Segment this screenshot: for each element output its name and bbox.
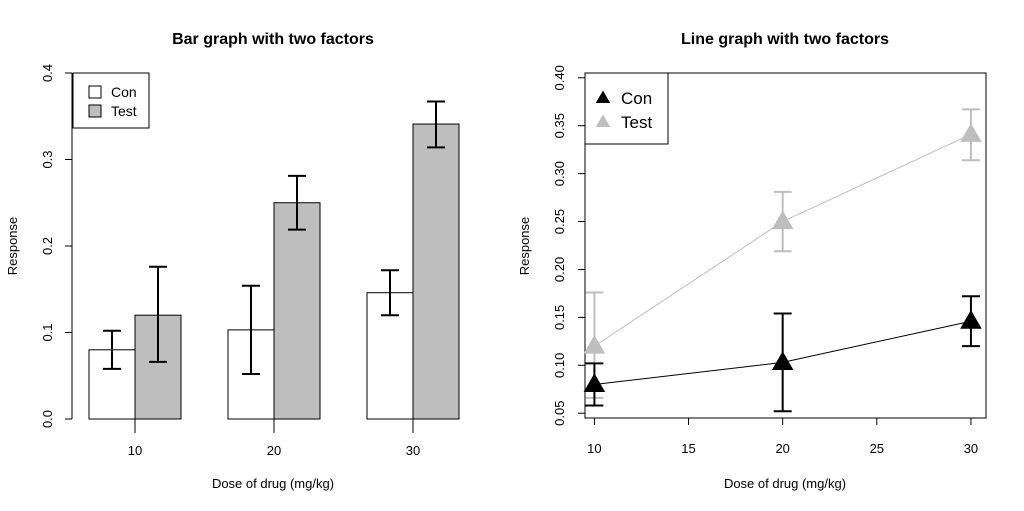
bar-test-20 <box>273 202 321 420</box>
bar-x-tick-label: 10 <box>128 443 142 458</box>
bar-y-tick-label: 0.0 <box>40 410 55 428</box>
bar-y-tick-label: 0.4 <box>40 64 55 82</box>
line-chart-ylabel: Response <box>517 217 532 276</box>
bar-chart: Bar graph with two factors Dose of drug … <box>5 31 460 491</box>
line-x-tick-label: 20 <box>775 441 789 456</box>
line-point-test <box>960 123 982 142</box>
bar-test-30 <box>412 123 460 420</box>
line-legend-label-con: Con <box>621 89 652 108</box>
line-x-tick-label: 15 <box>681 441 695 456</box>
line-point-test <box>583 334 606 354</box>
line-legend-box <box>584 72 669 145</box>
line-y-tick-label: 0.40 <box>552 65 567 90</box>
bar-legend-label-con: Con <box>111 84 137 100</box>
bar-plot-area: 0.0 0.1 0.2 0.3 0.4 10 20 30 Con Test <box>40 64 460 458</box>
bar-x-tick-label: 20 <box>267 443 281 458</box>
line-y-tick-label: 0.35 <box>552 113 567 138</box>
line-x-tick-label: 25 <box>870 441 884 456</box>
bar-chart-title: Bar graph with two factors <box>172 31 374 48</box>
bar-legend: Con Test <box>72 72 150 129</box>
line-point-con <box>771 351 794 370</box>
line-chart-title: Line graph with two factors <box>681 31 889 48</box>
line-y-tick-label: 0.05 <box>552 401 567 426</box>
bar-legend-label-test: Test <box>111 103 137 119</box>
bar-chart-xlabel: Dose of drug (mg/kg) <box>212 476 334 491</box>
line-plot-area: 0.05 0.10 0.15 0.20 0.25 0.30 0.35 0.40 10 15 20 25… <box>552 65 982 456</box>
line-legend-marker-test <box>595 114 611 128</box>
line-chart: Line graph with two factors Dose of drug… <box>517 31 987 491</box>
bar-y-tick-label: 0.2 <box>40 237 55 255</box>
line-x-tick-label: 30 <box>964 441 978 456</box>
line-point-con <box>583 373 606 393</box>
line-y-tick-label: 0.25 <box>552 209 567 234</box>
line-y-tick-label: 0.10 <box>552 353 567 378</box>
line-legend: Con Test <box>584 72 669 145</box>
line-point-con <box>960 310 982 329</box>
bar-chart-ylabel: Response <box>5 217 20 276</box>
line-y-tick-label: 0.20 <box>552 257 567 282</box>
bar-x-tick-label: 30 <box>406 443 420 458</box>
line-chart-xlabel: Dose of drug (mg/kg) <box>724 476 846 491</box>
line-y-tick-label: 0.15 <box>552 305 567 330</box>
line-chart-plot-box <box>584 72 987 419</box>
bar-y-tick-label: 0.3 <box>40 150 55 168</box>
bar-y-tick-label: 0.1 <box>40 323 55 341</box>
line-y-tick-label: 0.30 <box>552 161 567 186</box>
bar-legend-swatch-test <box>88 104 102 118</box>
line-point-test <box>771 210 794 230</box>
bar-legend-box <box>72 72 150 129</box>
bar-legend-swatch-con <box>88 85 102 99</box>
line-legend-label-test: Test <box>621 113 652 132</box>
line-legend-marker-con <box>595 90 611 104</box>
line-x-tick-label: 10 <box>587 441 601 456</box>
